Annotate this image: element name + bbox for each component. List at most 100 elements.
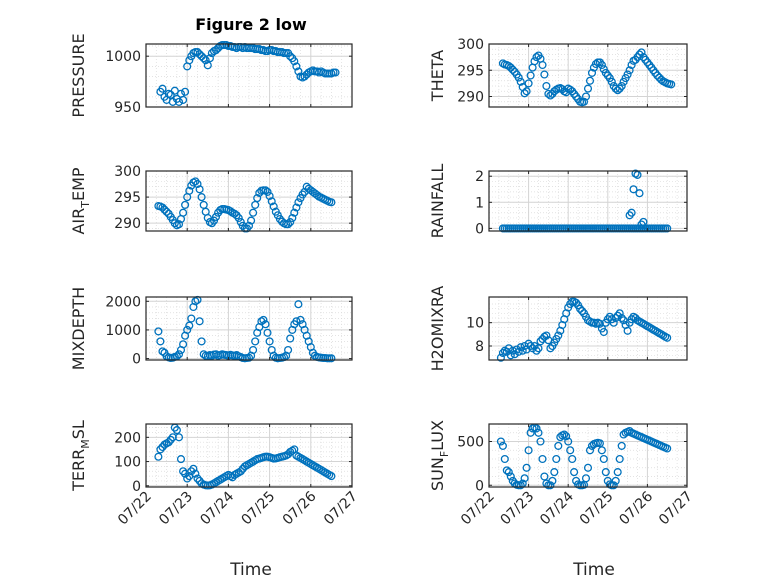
data-point	[179, 95, 188, 104]
data-point	[193, 474, 202, 483]
data-point	[540, 70, 549, 79]
data-point	[518, 346, 527, 355]
data-point	[500, 454, 509, 464]
data-point	[667, 80, 676, 89]
data-point	[562, 432, 571, 441]
data-point	[546, 344, 555, 353]
y-label-main: TERR	[69, 449, 88, 492]
data-point	[211, 46, 221, 55]
data-point	[327, 354, 336, 363]
axes-pressure: 950 1000 PRESSURE	[69, 33, 353, 118]
data-point	[179, 467, 188, 476]
data-point	[601, 468, 610, 477]
data-point	[259, 315, 268, 324]
data-point	[236, 467, 245, 476]
data-point	[538, 60, 547, 70]
data-point	[530, 341, 539, 351]
series-markers	[498, 169, 672, 233]
data-point	[286, 334, 295, 343]
data-point	[623, 70, 632, 79]
y-tick-label: 1	[475, 195, 484, 211]
data-point	[166, 90, 175, 99]
data-point	[653, 71, 662, 80]
data-point	[288, 213, 297, 223]
data-point	[247, 216, 256, 225]
data-point	[522, 463, 531, 472]
y-axis-label: THETA	[428, 50, 447, 102]
y-label-main: PRESSURE	[69, 33, 88, 117]
data-point	[201, 56, 210, 65]
data-point	[524, 446, 533, 455]
figure-title: Figure 2 low	[195, 15, 307, 34]
data-point	[538, 454, 547, 464]
y-label-main: THETA	[428, 50, 447, 102]
data-point	[261, 320, 270, 329]
data-point	[597, 60, 606, 70]
data-point	[599, 454, 608, 464]
y-tick-label: 300	[114, 164, 141, 180]
axes-box	[488, 423, 688, 488]
y-label-subscript: T	[79, 201, 92, 209]
data-point	[496, 353, 505, 362]
data-point	[597, 446, 606, 455]
data-point	[595, 319, 604, 328]
data-point	[506, 351, 515, 360]
data-point	[185, 186, 194, 195]
data-point	[211, 212, 221, 221]
data-point	[197, 193, 206, 202]
data-point	[504, 344, 513, 353]
data-point	[615, 454, 624, 464]
data-point	[516, 77, 525, 86]
data-point	[534, 428, 543, 437]
data-point	[172, 426, 181, 435]
data-point	[613, 311, 622, 320]
minor-grid	[489, 170, 687, 231]
data-point	[179, 208, 188, 217]
data-point	[312, 190, 322, 200]
series-markers	[156, 40, 340, 106]
data-point	[162, 207, 171, 216]
y-tick-label: 8	[475, 339, 484, 355]
y-tick-label: 200	[114, 430, 141, 446]
data-point	[627, 208, 636, 217]
data-point	[536, 337, 545, 346]
data-point	[587, 68, 597, 77]
data-point	[605, 312, 614, 321]
data-point	[625, 66, 634, 75]
y-tick-label: 2	[475, 169, 484, 185]
data-point	[570, 468, 579, 477]
data-point	[566, 446, 575, 455]
series-markers	[154, 423, 336, 490]
y-tick-label: 295	[114, 190, 141, 206]
data-point	[607, 77, 616, 86]
data-point	[263, 328, 272, 337]
data-point	[540, 472, 549, 481]
data-point	[639, 217, 648, 226]
data-point	[510, 350, 519, 359]
data-point	[181, 200, 190, 209]
data-point	[498, 441, 507, 450]
y-axis-label: AIRTEMP	[69, 167, 92, 234]
y-tick-label: 1000	[105, 323, 141, 339]
data-point	[286, 52, 295, 61]
data-point	[572, 298, 581, 307]
y-label-main: AIR	[69, 208, 88, 235]
data-point	[554, 441, 563, 450]
data-point	[187, 314, 196, 323]
data-point	[579, 97, 589, 106]
data-point	[244, 353, 254, 362]
data-point	[164, 438, 173, 447]
axes-box	[488, 296, 688, 361]
series-markers	[498, 48, 676, 107]
y-axis-label: PRESSURE	[69, 33, 88, 117]
data-point	[554, 331, 563, 340]
data-point	[170, 219, 179, 228]
axes-box	[488, 170, 688, 232]
data-point	[629, 185, 638, 194]
y-label-main: SUN	[428, 457, 447, 491]
data-point	[514, 73, 523, 82]
data-point	[635, 189, 644, 198]
data-point	[193, 179, 202, 189]
